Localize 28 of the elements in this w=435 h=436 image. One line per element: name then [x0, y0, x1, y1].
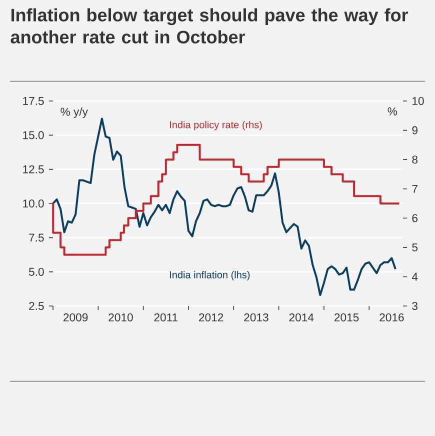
- x-tick-label: 2009: [64, 313, 88, 322]
- y-tick-label: 5.0: [29, 268, 44, 276]
- y-tick-label: 10.0: [23, 200, 44, 208]
- x-tick-label: 2016: [380, 313, 404, 322]
- text: India inflation (lhs): [170, 271, 250, 280]
- y2-tick-label: 4: [412, 272, 418, 281]
- y2-tick-label: 7: [412, 184, 418, 193]
- x-tick-label: 2015: [334, 313, 359, 322]
- series-label: India policy rate (rhs): [170, 120, 262, 130]
- y2-tick-label: 6: [412, 214, 418, 222]
- y2-tick-label: 3: [412, 302, 418, 310]
- y-tick-label: 7.5: [29, 234, 44, 242]
- y-tick-label: 2.5: [29, 302, 44, 310]
- x-tick-label: 2012: [199, 313, 224, 322]
- x-tick-label: 2014: [289, 313, 314, 322]
- chart-title: Inflation below target should pave the way for another rate cut in October: [10, 8, 408, 44]
- y-axis-title: % y/y: [60, 107, 88, 118]
- y-tick-label: 17.5: [23, 97, 44, 105]
- y2-axis-title: %: [388, 107, 398, 116]
- y-tick-label: 12.5: [23, 165, 44, 174]
- y2-tick-label: 5: [412, 243, 418, 252]
- x-tick-label: 2011: [154, 313, 178, 322]
- y2-tick-label: 8: [412, 156, 418, 164]
- y2-tick-label: 10: [412, 97, 424, 106]
- x-tick-label: 2013: [244, 313, 268, 322]
- y2-tick-label: 9: [412, 126, 418, 134]
- x-tick-label: 2010: [108, 313, 133, 322]
- y-tick-label: 15.0: [23, 131, 44, 140]
